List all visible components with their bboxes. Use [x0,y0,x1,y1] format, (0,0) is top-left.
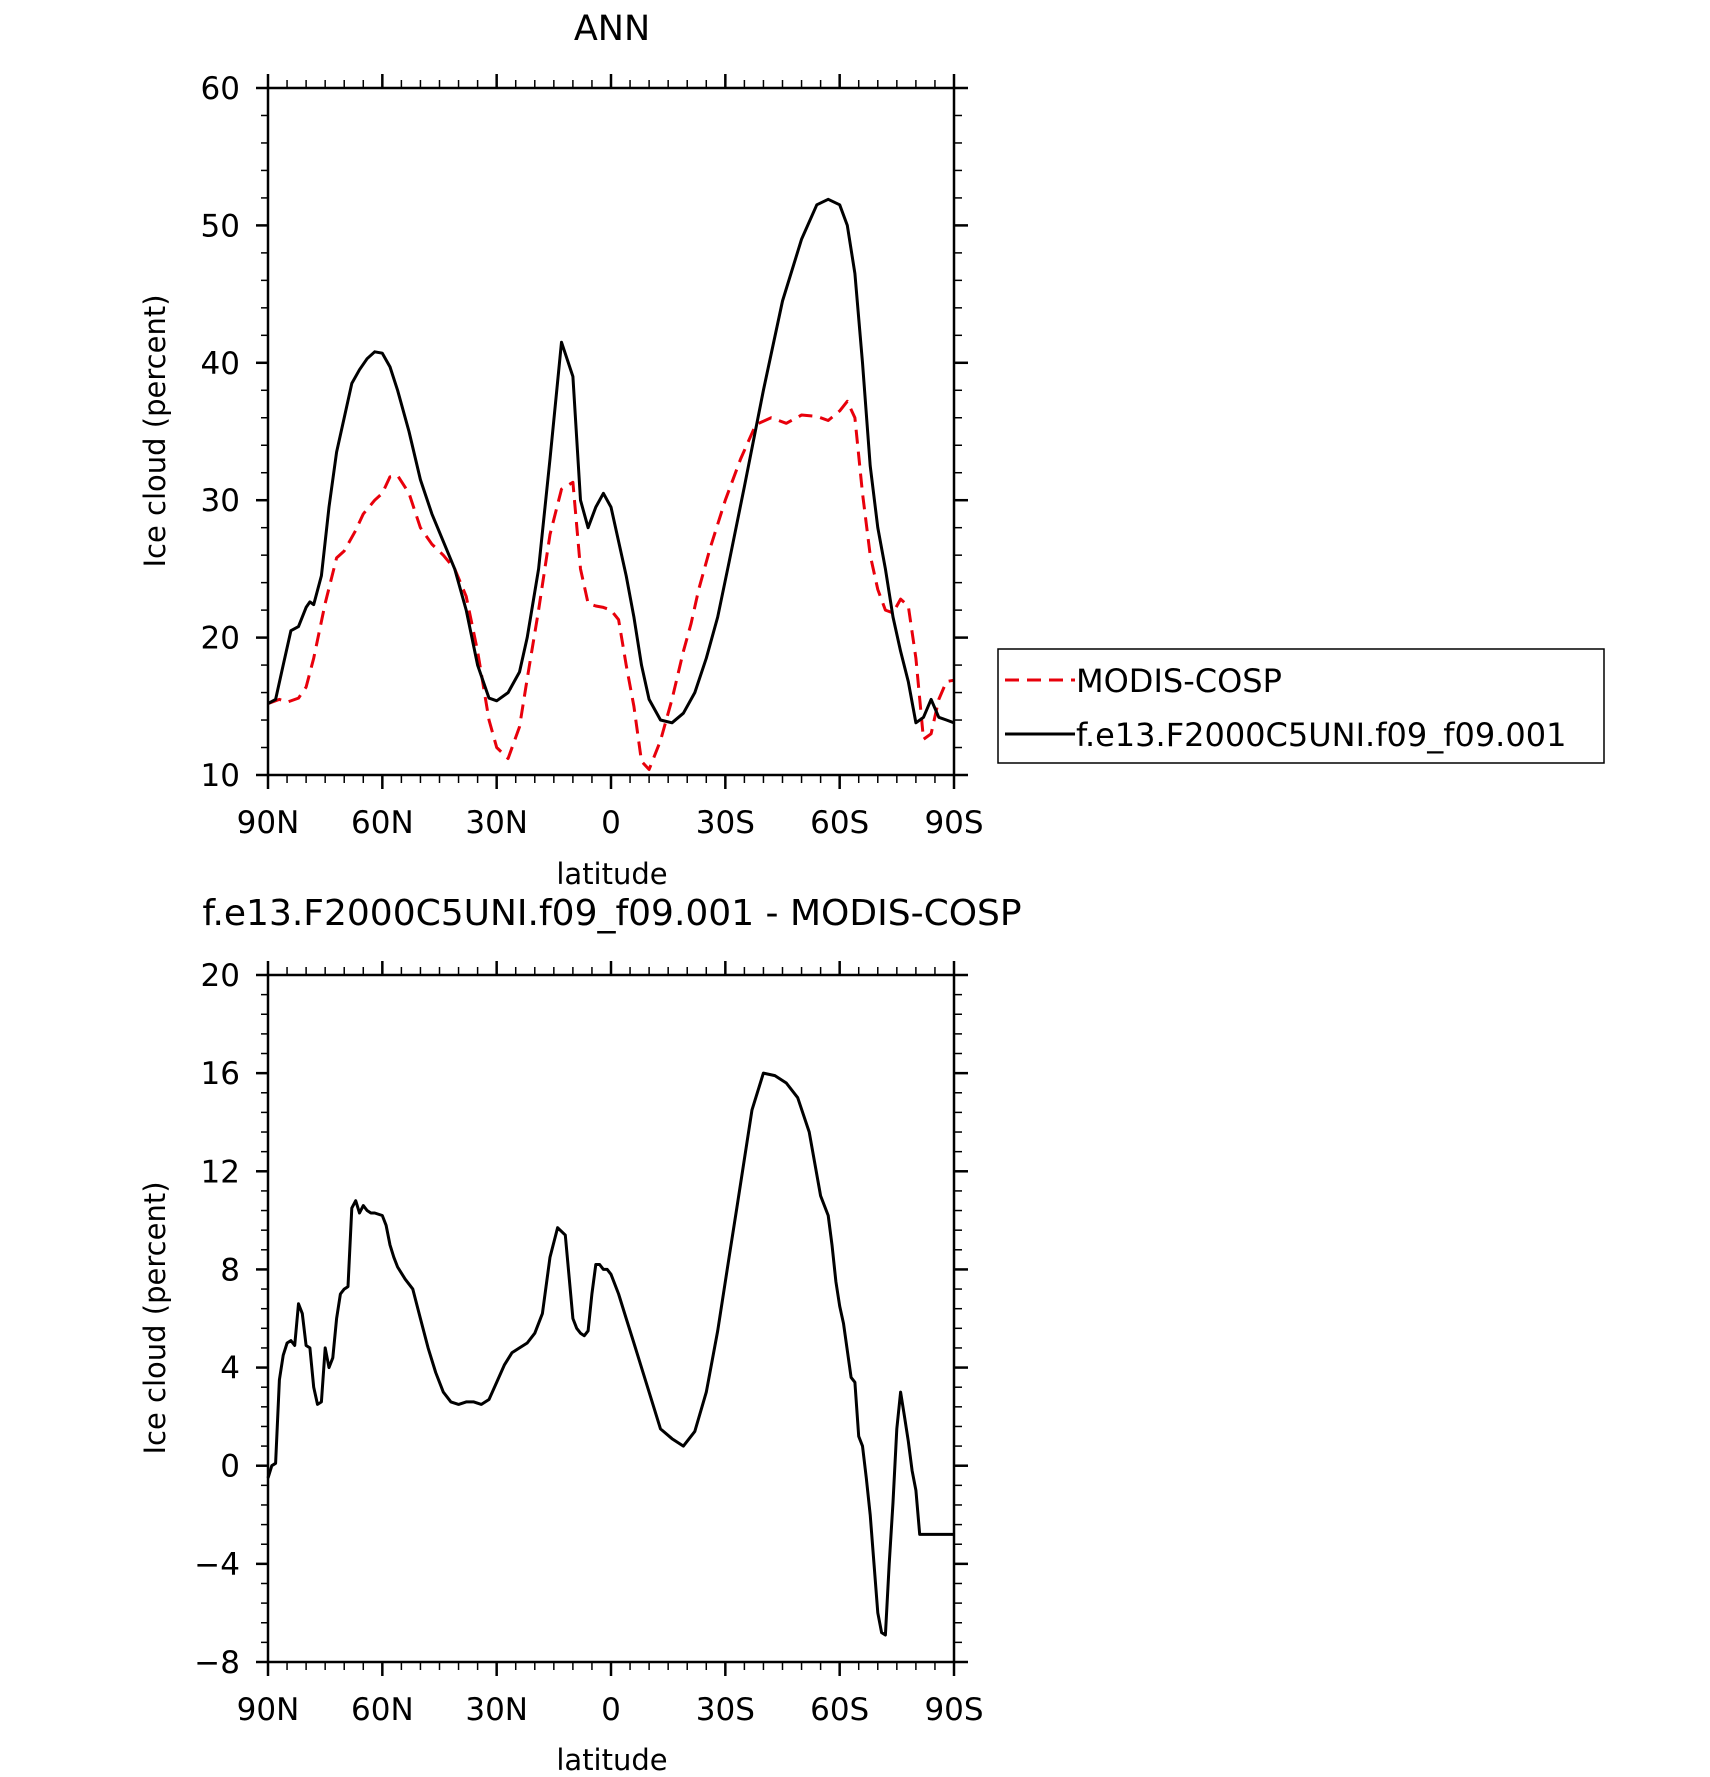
top-x-tick-label: 30S [696,805,755,841]
top-y-tick-label: 50 [201,208,240,244]
top-x-tick-label: 60N [351,805,414,841]
top-y-tick-label: 20 [201,621,240,657]
bottom-x-tick-label: 60N [351,1692,414,1728]
top-x-tick-label: 60S [810,805,869,841]
top-x-tick-label: 0 [601,805,621,841]
top-y-axis-label: Ice cloud (percent) [138,294,172,567]
top-axis-ticks [256,74,968,789]
top-series-line-modis-cosp [267,399,955,771]
bottom-y-axis-label: Ice cloud (percent) [138,1181,172,1454]
top-series-lines [267,197,955,771]
bottom-x-tick-label: 90N [237,1692,300,1728]
bottom-chart-title: f.e13.F2000C5UNI.f09_f09.001 - MODIS-COS… [202,893,1021,934]
bottom-y-tick-label: 8 [220,1252,240,1288]
bottom-series-lines [266,1071,954,1637]
bottom-y-tick-label: 16 [201,1056,240,1092]
top-y-tick-label: 40 [201,346,240,382]
top-y-tick-label: 60 [201,71,240,107]
legend-box [997,648,1605,764]
bottom-x-tick-label: 30S [696,1692,755,1728]
top-x-tick-label: 90S [924,805,983,841]
bottom-axis-ticks [256,961,968,1676]
top-y-tick-label: 10 [201,758,240,794]
bottom-x-tick-labels: 90N 60N 30N 0 30S 60S 90S [237,1692,984,1728]
bottom-y-tick-label: 0 [220,1449,240,1485]
top-x-axis-label: latitude [556,857,667,891]
bottom-series-line-difference [266,1071,954,1637]
bottom-x-axis-label: latitude [556,1743,667,1777]
bottom-y-tick-label: 20 [201,958,240,994]
bottom-plot-frame [266,973,956,1664]
top-x-tick-label: 90N [237,805,300,841]
top-x-tick-label: 30N [465,805,528,841]
bottom-x-tick-label: 30N [465,1692,528,1728]
bottom-x-tick-label: 90S [924,1692,983,1728]
legend-label-modis-cosp: MODIS-COSP [1076,662,1282,700]
bottom-y-tick-label: 4 [220,1351,240,1387]
bottom-y-tick-labels: −8 −4 0 4 8 12 16 20 [194,958,240,1681]
bottom-panel: f.e13.F2000C5UNI.f09_f09.001 - MODIS-COS… [138,893,1022,1777]
top-panel: ANN 10 20 30 40 50 60 90N 60N 30N 0 30S 60S 90S lat… [138,9,1605,891]
bottom-y-tick-label: 12 [201,1154,240,1190]
bottom-x-tick-label: 60S [810,1692,869,1728]
bottom-x-tick-label: 0 [601,1692,621,1728]
top-chart-title: ANN [574,9,650,49]
legend: MODIS-COSP f.e13.F2000C5UNI.f09_f09.001 [997,648,1605,764]
top-y-tick-labels: 10 20 30 40 50 60 [201,71,240,794]
legend-label-model: f.e13.F2000C5UNI.f09_f09.001 [1076,716,1566,754]
top-plot-frame [266,86,956,777]
top-series-line-f-e13-f2000c5uni-f09-f09-001 [267,197,955,725]
bottom-y-tick-label: −8 [194,1645,240,1681]
top-x-tick-labels: 90N 60N 30N 0 30S 60S 90S [237,805,984,841]
top-y-tick-label: 30 [201,483,240,519]
bottom-y-tick-label: −4 [194,1547,240,1583]
